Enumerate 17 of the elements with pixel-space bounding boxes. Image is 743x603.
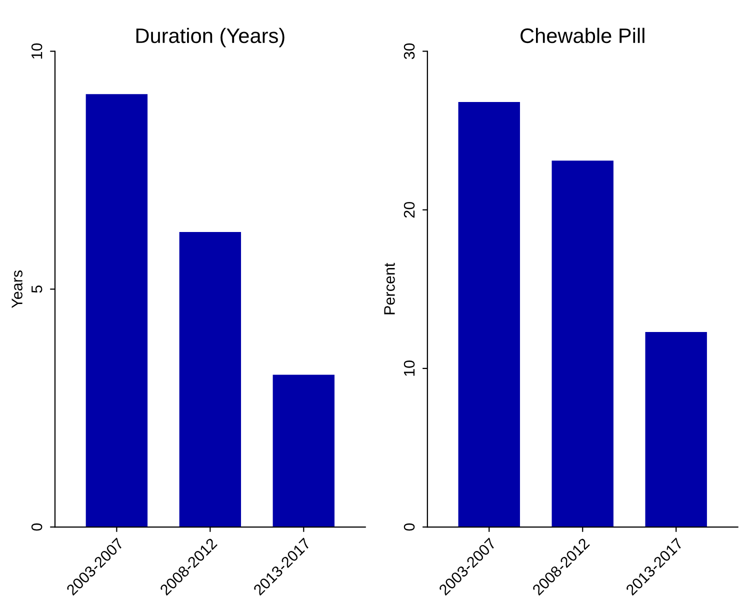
y-tick-label: 10 bbox=[31, 43, 42, 59]
y-tick-label: 20 bbox=[404, 202, 415, 218]
y-tick-label: 30 bbox=[404, 43, 415, 60]
bar bbox=[645, 332, 707, 528]
y-tick-label: 10 bbox=[404, 360, 415, 376]
bar bbox=[458, 102, 520, 528]
y-tick-label: 5 bbox=[32, 286, 42, 293]
y-axis-title: Percent bbox=[384, 262, 395, 314]
bar bbox=[86, 94, 148, 528]
y-tick-label: 0 bbox=[404, 523, 415, 531]
bar bbox=[552, 160, 614, 528]
bar bbox=[272, 374, 335, 528]
chart-title: Duration (Years) bbox=[136, 28, 284, 48]
bar bbox=[179, 232, 242, 528]
y-tick-label: 0 bbox=[31, 523, 42, 531]
y-axis-title: Years bbox=[12, 270, 22, 308]
chart-title: Chewable Pill bbox=[520, 28, 644, 44]
